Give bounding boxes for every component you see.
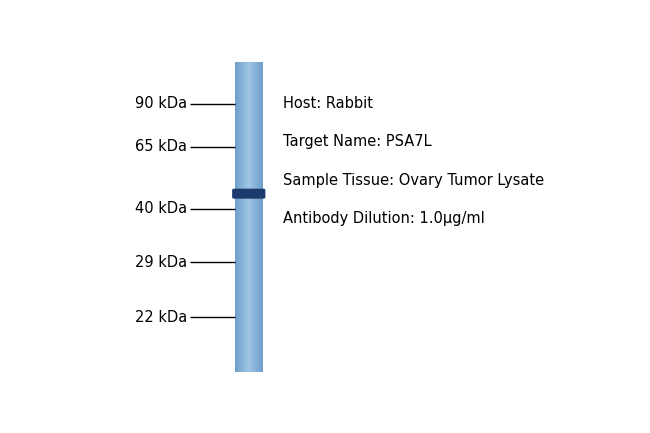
Bar: [247, 62, 248, 372]
Text: Target Name: PSA7L: Target Name: PSA7L: [283, 135, 432, 149]
Bar: [254, 62, 255, 372]
Bar: [236, 62, 237, 372]
Bar: [248, 62, 249, 372]
Bar: [242, 62, 243, 372]
Text: Sample Tissue: Ovary Tumor Lysate: Sample Tissue: Ovary Tumor Lysate: [283, 173, 544, 188]
Bar: [246, 62, 247, 372]
Bar: [259, 62, 261, 372]
Bar: [260, 62, 261, 372]
Bar: [243, 62, 244, 372]
Bar: [250, 62, 251, 372]
Bar: [259, 62, 260, 372]
Bar: [250, 62, 251, 372]
Bar: [260, 62, 261, 372]
Bar: [257, 62, 258, 372]
Bar: [257, 62, 258, 372]
Bar: [248, 62, 249, 372]
Bar: [253, 62, 254, 372]
Bar: [240, 62, 241, 372]
Bar: [256, 62, 257, 372]
Bar: [256, 62, 257, 372]
FancyBboxPatch shape: [232, 189, 265, 199]
Bar: [237, 62, 238, 372]
Bar: [239, 62, 240, 372]
Bar: [252, 62, 253, 372]
Bar: [249, 62, 250, 372]
Bar: [254, 62, 255, 372]
Bar: [252, 62, 253, 372]
Text: 22 kDa: 22 kDa: [135, 310, 187, 324]
Text: 65 kDa: 65 kDa: [135, 139, 187, 155]
Bar: [246, 62, 248, 372]
Bar: [239, 62, 240, 372]
Bar: [251, 62, 252, 372]
Bar: [255, 62, 257, 372]
Text: Host: Rabbit: Host: Rabbit: [283, 96, 372, 111]
Bar: [245, 62, 246, 372]
Bar: [255, 62, 256, 372]
Bar: [241, 62, 242, 372]
Bar: [262, 62, 263, 372]
Bar: [253, 62, 254, 372]
Bar: [249, 62, 250, 372]
Bar: [235, 62, 236, 372]
Bar: [243, 62, 244, 372]
Bar: [242, 62, 243, 372]
Bar: [241, 62, 242, 372]
Bar: [258, 62, 259, 372]
Bar: [244, 62, 245, 372]
Text: 40 kDa: 40 kDa: [135, 201, 187, 216]
Text: 90 kDa: 90 kDa: [135, 96, 187, 111]
Bar: [251, 62, 252, 372]
Bar: [235, 62, 236, 372]
Bar: [238, 62, 239, 372]
Bar: [240, 62, 242, 372]
Bar: [246, 62, 247, 372]
Bar: [244, 62, 246, 372]
Bar: [250, 62, 252, 372]
Text: Antibody Dilution: 1.0µg/ml: Antibody Dilution: 1.0µg/ml: [283, 211, 484, 226]
Bar: [235, 62, 237, 372]
Bar: [261, 62, 262, 372]
Bar: [255, 62, 256, 372]
Bar: [261, 62, 262, 372]
Bar: [238, 62, 239, 372]
Bar: [261, 62, 263, 372]
Bar: [237, 62, 238, 372]
Bar: [239, 62, 240, 372]
Bar: [240, 62, 241, 372]
Bar: [262, 62, 263, 372]
Text: 29 kDa: 29 kDa: [135, 255, 187, 269]
Bar: [244, 62, 245, 372]
Bar: [245, 62, 246, 372]
Bar: [258, 62, 259, 372]
